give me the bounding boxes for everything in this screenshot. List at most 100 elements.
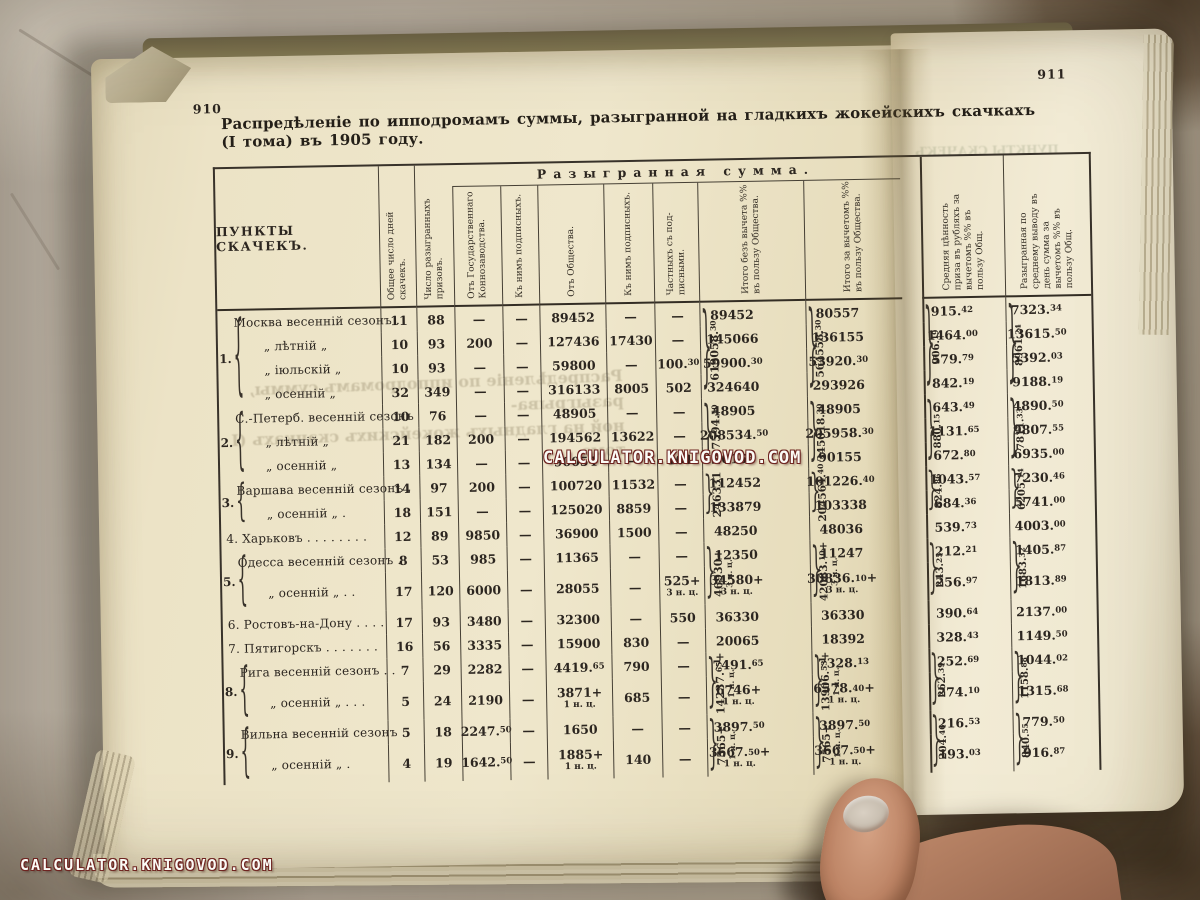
cell-avg-bracket-area — [982, 441, 1008, 465]
cell-prizes: 76 — [417, 403, 457, 428]
fold-gap — [903, 371, 923, 395]
cell-subs1: — — [509, 741, 548, 781]
cell-gross-bracket-area — [765, 421, 807, 446]
cell-net-bracket-area — [874, 649, 908, 674]
cell-per-day-bracket-area — [1071, 598, 1096, 622]
cell-subs1: — — [507, 607, 545, 633]
cell-net: 30836.10+ 3 н. ц. — [807, 563, 877, 603]
cell-days: 14 — [383, 475, 420, 501]
cell-gross-bracket-area — [767, 493, 809, 518]
cell-days: 18 — [383, 499, 421, 525]
cell-society: 36900 — [543, 520, 610, 546]
cell-per-day-bracket-area — [1073, 708, 1098, 732]
cell-net: 53920. 30 — [806, 347, 870, 373]
cell-state: 200 — [454, 330, 504, 356]
cell-prizes: 88 — [416, 307, 455, 332]
cell-gross-bracket-area — [767, 517, 809, 542]
cell-days: 16 — [386, 633, 423, 659]
cell-per-day-bracket-area — [1067, 368, 1092, 392]
cell-subs1: — — [503, 353, 541, 379]
cell-gross: 59900. 30 — [700, 349, 765, 375]
cell-net-bracket-area — [876, 735, 911, 774]
cell-subs2: — — [612, 715, 662, 741]
cell-per-day-bracket-area — [1071, 560, 1097, 598]
cell-per-day: 1315. 68 — [1011, 670, 1074, 710]
cell-state: — — [455, 354, 504, 380]
column-header-points: ПУНКТЫ СКАЧЕКЪ. — [214, 166, 381, 312]
cell-subs2: 790 — [611, 653, 661, 679]
cell-avg-bracket-area — [985, 647, 1011, 671]
cell-per-day: 6935. 00 — [1007, 440, 1070, 466]
cell-subs2: 8859 — [608, 495, 659, 521]
cell-avg-prize: 684. 36 — [925, 489, 983, 515]
cell-gross-bracket-area — [771, 737, 814, 776]
cell-state: 2247. 50 — [461, 718, 512, 743]
cell-prizes: 93 — [416, 331, 456, 356]
cell-per-day: 1813. 89 — [1009, 560, 1072, 600]
cell-days: 10 — [380, 331, 418, 357]
cell-prizes: 182 — [418, 427, 457, 452]
cell-private: — — [660, 652, 706, 678]
row-label: „ осенній „ . . — [268, 584, 356, 601]
cell-avg-prize: 193. 03 — [929, 733, 988, 773]
cell-per-day: 9807. 55 — [1007, 416, 1069, 442]
cell-days: 32 — [381, 379, 418, 405]
cell-private: — — [661, 738, 708, 778]
cell-per-day-bracket-area — [1068, 392, 1093, 416]
cell-state: — — [455, 402, 505, 428]
row-label: Рига весенній сезонъ . . — [239, 663, 396, 680]
fold-gap — [905, 443, 925, 467]
cell-private: — — [658, 542, 704, 568]
column-header-total-gross: Итого безъ вычета %% въ пользу Общества. — [697, 180, 806, 303]
cell-net: 3667.50+ 1 н. ц. — [812, 735, 877, 775]
cell-subs1: — — [504, 449, 543, 475]
cell-avg-prize: 328. 43 — [927, 623, 986, 649]
cell-gross: 145066 — [699, 325, 765, 351]
cell-state: 200 — [457, 474, 506, 500]
cell-net-bracket-area — [869, 371, 903, 396]
cell-society: 125020 — [542, 496, 610, 522]
cell-per-day: 7230. 46 — [1008, 464, 1070, 490]
cell-gross: 3667.50+ 1 н. ц. — [706, 737, 772, 777]
cell-subs1: — — [508, 655, 546, 681]
cell-society: 127436 — [539, 328, 607, 354]
column-header-subscriptions-2: Къ нимъ под­писныхъ. — [603, 183, 655, 305]
cell-private: — — [661, 714, 707, 740]
cell-avg-bracket-area — [980, 369, 1006, 393]
cell-state: 2282 — [460, 656, 509, 681]
cell-society: 4419. 65 — [545, 654, 612, 680]
cell-subs1: — — [502, 329, 541, 355]
cell-prizes: 93 — [421, 608, 460, 634]
cell-avg-bracket-area — [983, 489, 1009, 513]
cell-gross: 48250 — [703, 517, 768, 543]
cell-subs2: — — [605, 303, 655, 329]
cell-net: 136155 — [805, 323, 870, 349]
cell-prizes: 93 — [417, 355, 456, 380]
cell-per-day: 4890. 50 — [1006, 392, 1069, 418]
cell-state: 985 — [458, 546, 507, 572]
cell-avg-prize: 579. 79 — [923, 345, 981, 371]
cell-net-bracket-area — [875, 711, 909, 736]
cell-state: 6000 — [458, 570, 508, 609]
cell-per-day: 4003. 00 — [1008, 512, 1071, 538]
cell-state: — — [454, 306, 503, 332]
cell-net-bracket-area — [872, 515, 906, 540]
cell-gross: 112452 — [702, 469, 767, 495]
cell-private: — — [654, 302, 700, 328]
cell-gross-bracket-area — [769, 627, 811, 652]
cell-days: 17 — [385, 609, 422, 635]
row-label: Вильна весенній сезонъ . — [240, 724, 406, 742]
cell-days: 13 — [382, 451, 420, 477]
cell-per-day: 2137. 00 — [1010, 598, 1072, 624]
cell-gross-bracket-area — [770, 675, 813, 714]
cell-society: 100720 — [542, 472, 609, 498]
cell-society: 59800 — [540, 352, 607, 378]
cell-gross: 34580+ 3 н. ц. — [703, 565, 769, 605]
cell-private: — — [655, 398, 702, 424]
cell-per-day: 1044. 02 — [1011, 646, 1073, 672]
cell-net-bracket-area — [869, 347, 903, 372]
cell-per-day-bracket-area — [1068, 416, 1093, 440]
cell-subs1: — — [502, 305, 540, 331]
cell-avg-prize: 274. 10 — [928, 671, 987, 711]
cell-per-day: 916. 87 — [1012, 732, 1075, 772]
